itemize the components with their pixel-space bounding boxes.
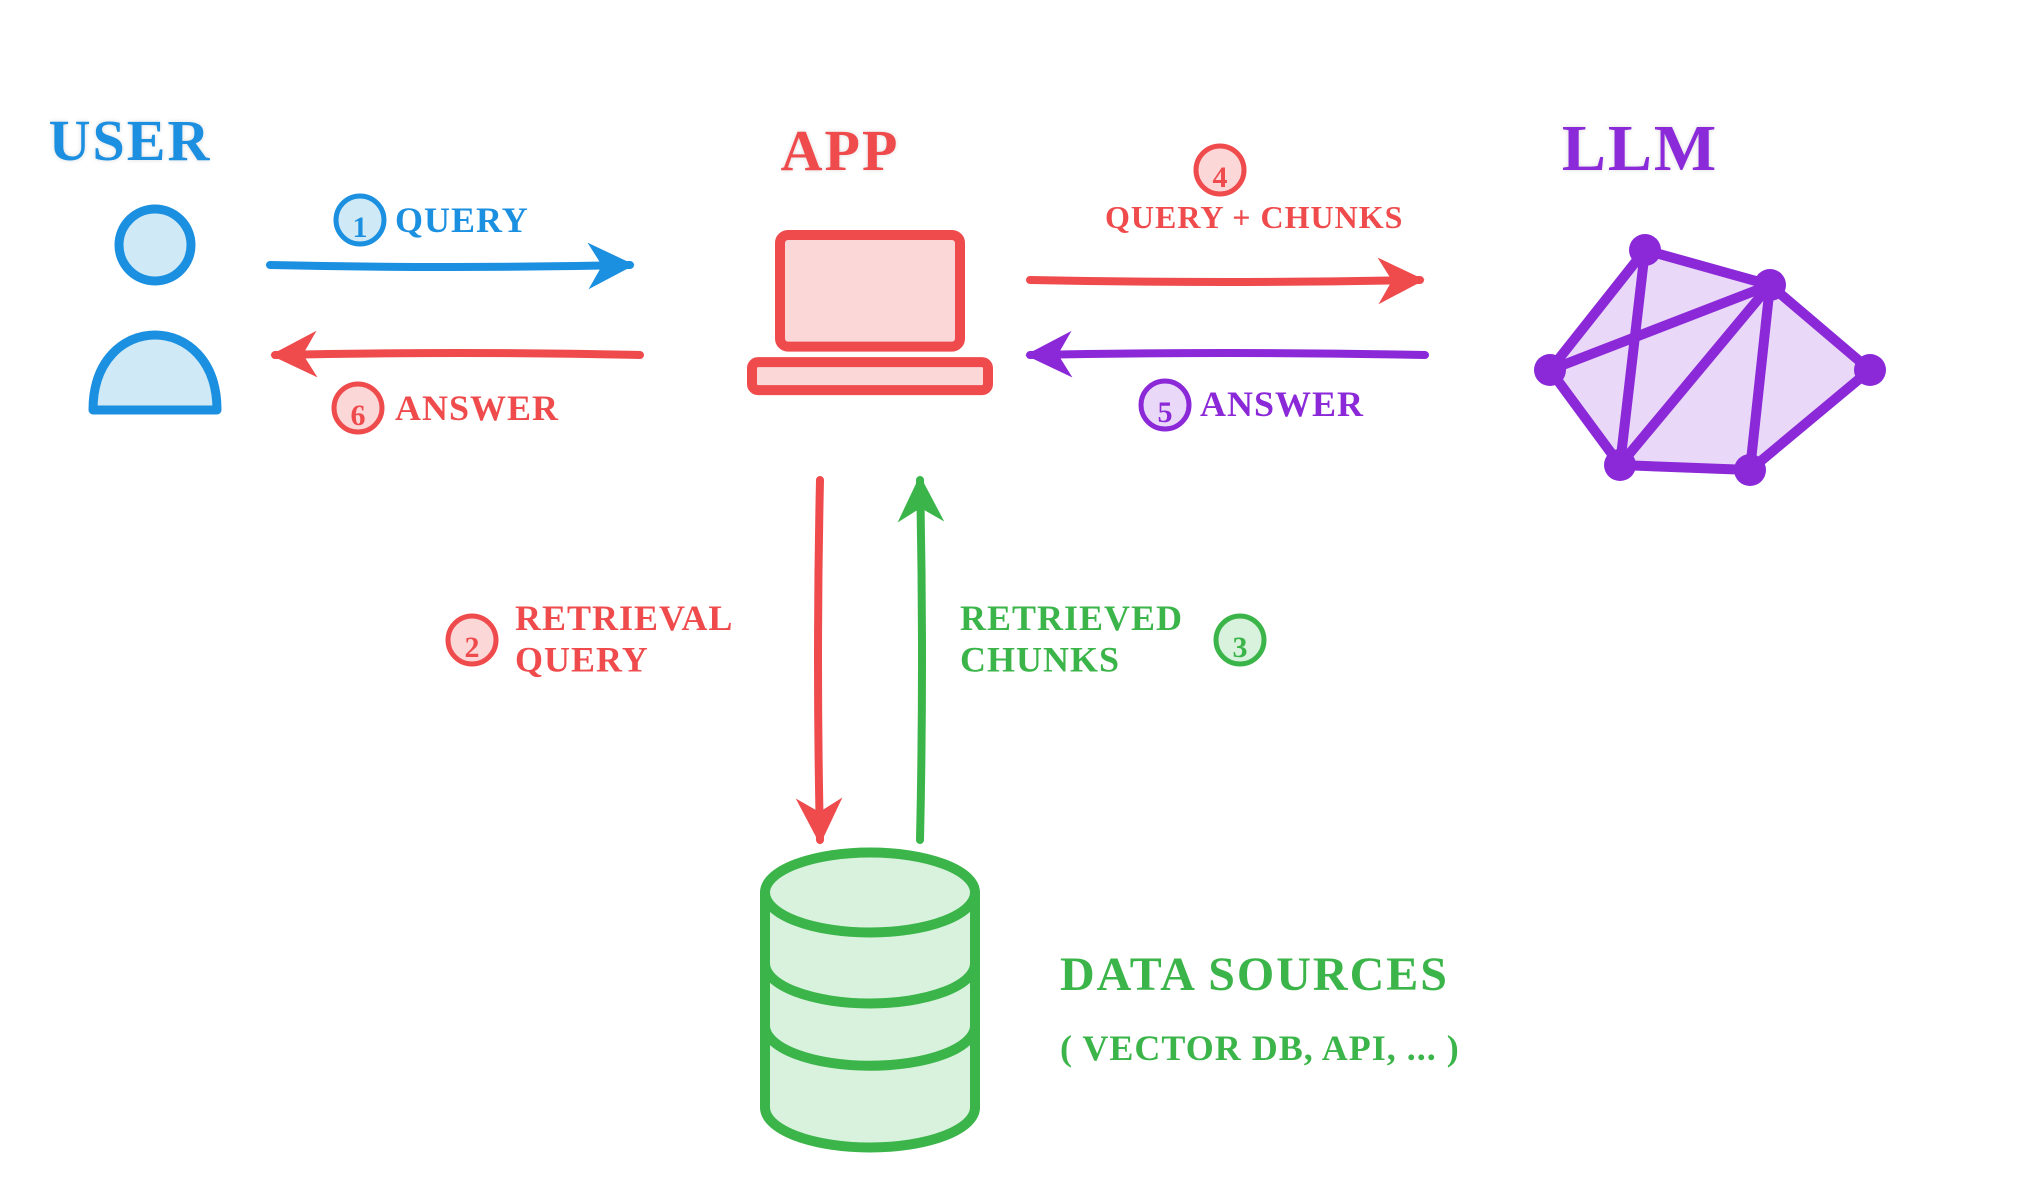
badge-query: 1 — [353, 211, 368, 244]
rag-diagram: USER APP LLM DATA SOURCES ( VECTOR DB, API, … — [0, 0, 2018, 1200]
user-title: USER — [49, 108, 212, 173]
llm-title: LLM — [1562, 112, 1718, 185]
db-icon — [765, 853, 975, 1148]
user-icon — [93, 209, 217, 410]
label-query_chunks: QUERY + CHUNKS — [1105, 199, 1403, 235]
label-answer_user: ANSWER — [395, 388, 559, 428]
app-icon — [752, 235, 988, 390]
badge-retrieved_chunks: 3 — [1233, 631, 1248, 664]
badge-answer_llm: 5 — [1158, 396, 1173, 429]
label-retrieved_chunks: RETRIEVEDCHUNKS — [960, 598, 1183, 679]
app-title: APP — [781, 118, 900, 183]
data-sources-subtitle: ( VECTOR DB, API, ... ) — [1060, 1028, 1460, 1068]
badge-retrieval_query: 2 — [465, 631, 480, 664]
label-answer_llm: ANSWER — [1200, 384, 1364, 424]
label-query: QUERY — [395, 200, 529, 240]
llm-icon — [1534, 234, 1886, 486]
badge-answer_user: 6 — [351, 399, 366, 432]
data-sources-title: DATA SOURCES — [1060, 948, 1449, 1001]
badge-query_chunks: 4 — [1213, 161, 1228, 194]
label-retrieval_query: RETRIEVALQUERY — [515, 598, 733, 679]
